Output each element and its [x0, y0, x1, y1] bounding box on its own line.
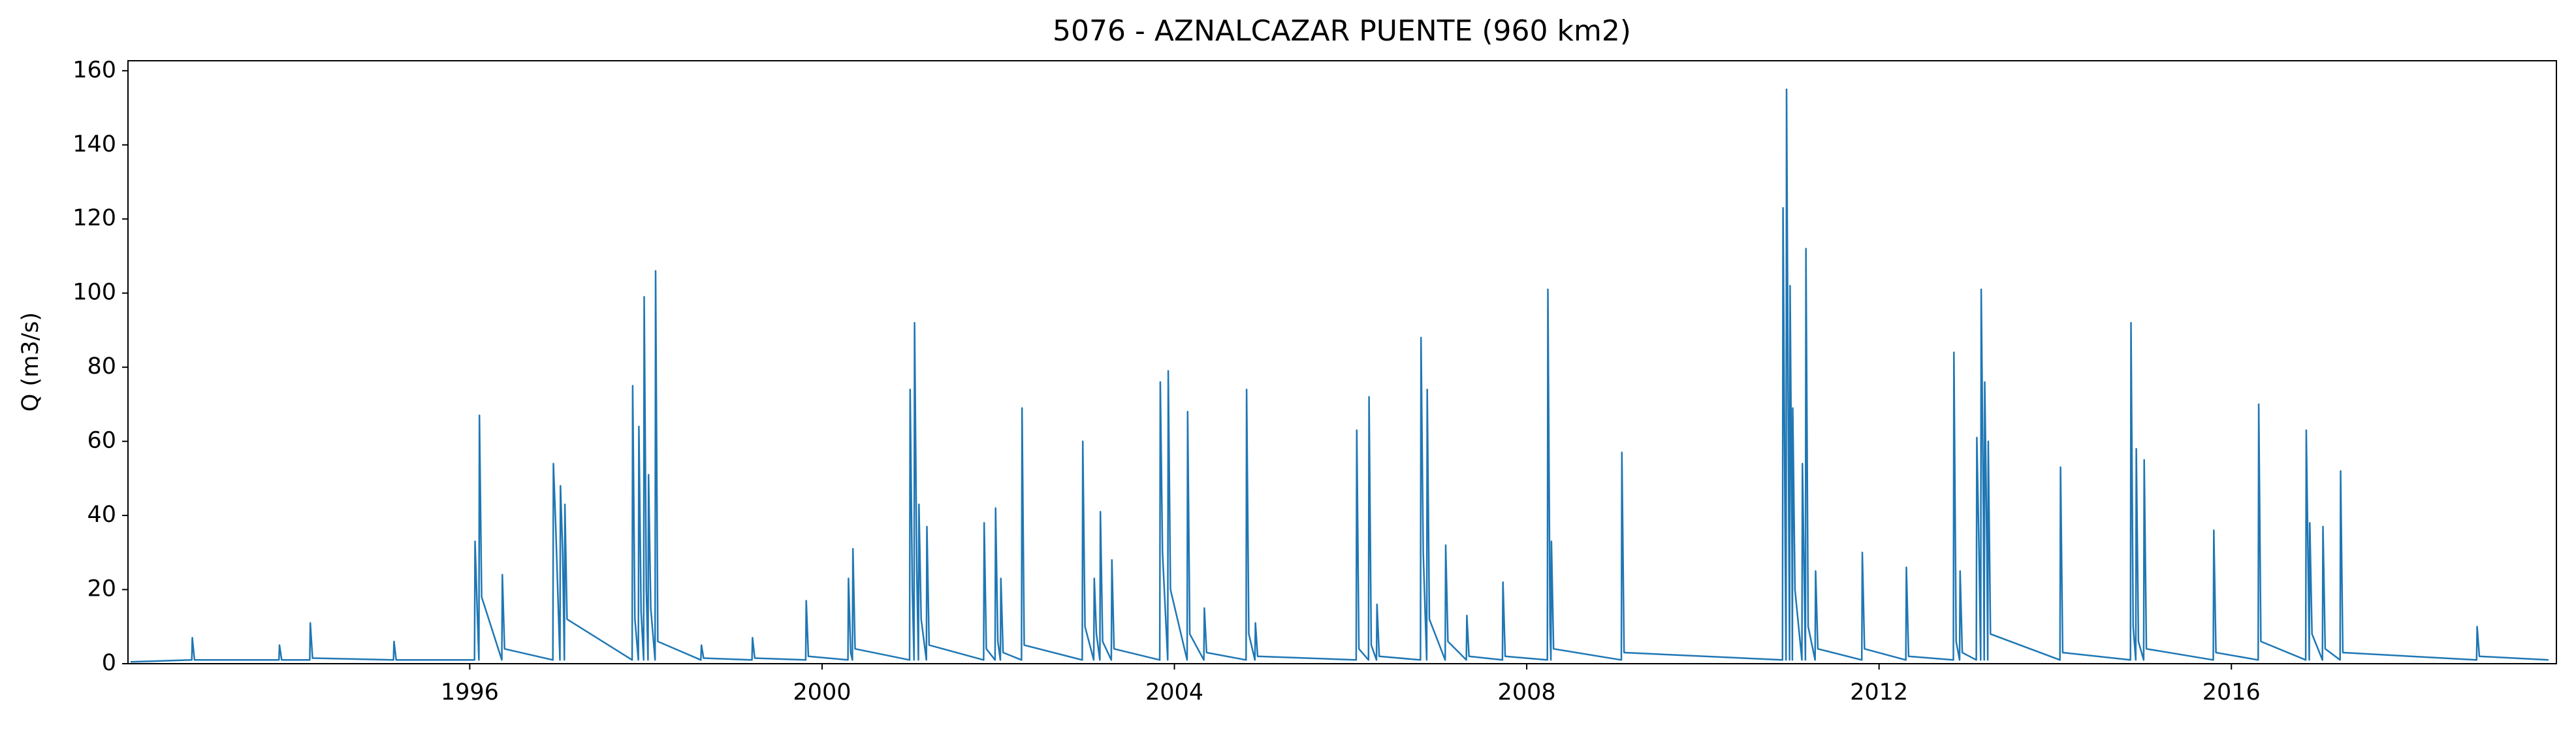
x-tick-label: 2008 — [1498, 679, 1556, 705]
x-tick-label: 1996 — [441, 679, 499, 705]
y-tick-label: 160 — [72, 57, 116, 83]
y-tick-label: 20 — [87, 576, 116, 602]
y-tick-label: 0 — [102, 650, 116, 676]
chart-title: 5076 - AZNALCAZAR PUENTE (960 km2) — [1053, 14, 1631, 48]
y-tick-label: 60 — [87, 428, 116, 454]
y-tick-label: 140 — [72, 131, 116, 157]
x-tick-label: 2004 — [1145, 679, 1203, 705]
x-tick-label: 2012 — [1850, 679, 1908, 705]
y-tick-label: 80 — [87, 353, 116, 380]
plot-frame — [127, 60, 2557, 664]
y-tick-label: 40 — [87, 502, 116, 528]
data-line — [130, 88, 2549, 663]
y-tick-label: 100 — [72, 280, 116, 306]
x-tick-label: 2016 — [2202, 679, 2261, 705]
y-axis-label: Q (m3/s) — [18, 312, 44, 412]
y-tick-label: 120 — [72, 205, 116, 231]
x-tick-label: 2000 — [793, 679, 851, 705]
